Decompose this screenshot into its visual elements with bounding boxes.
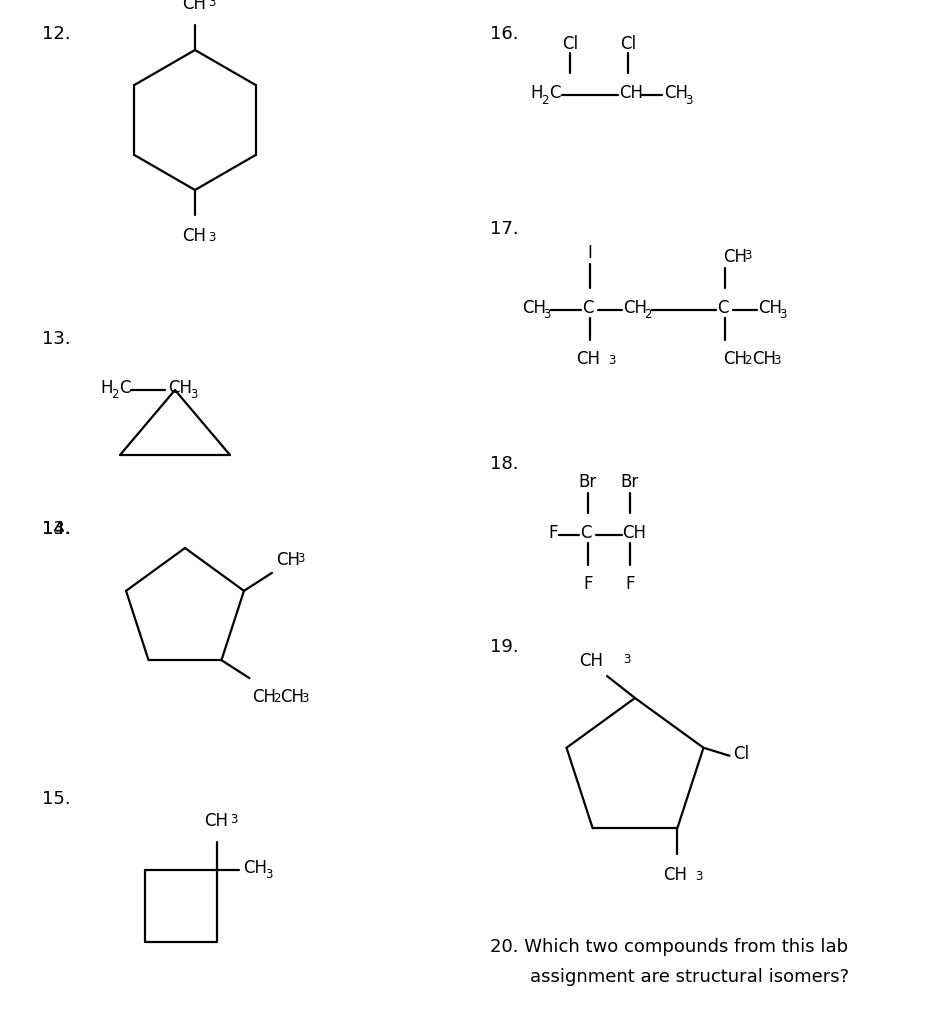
Text: 3: 3 — [230, 813, 238, 826]
Text: 3: 3 — [623, 653, 631, 666]
Text: 3: 3 — [608, 354, 615, 367]
Text: 14.: 14. — [42, 520, 70, 538]
Text: 3: 3 — [773, 354, 781, 367]
Text: CH: CH — [752, 350, 776, 368]
Text: CH: CH — [243, 859, 267, 877]
Text: I: I — [588, 244, 592, 262]
Text: Cl: Cl — [562, 35, 578, 53]
Text: 12.: 12. — [42, 25, 70, 43]
Text: F: F — [583, 575, 592, 593]
Text: 3: 3 — [695, 870, 703, 884]
Text: 3: 3 — [543, 308, 551, 322]
Text: CH: CH — [619, 84, 643, 102]
Text: CH: CH — [758, 299, 782, 317]
Text: CH: CH — [579, 652, 603, 670]
Text: assignment are structural isomers?: assignment are structural isomers? — [530, 968, 849, 986]
Text: C: C — [582, 299, 593, 317]
Text: 3: 3 — [779, 308, 786, 322]
Text: 3: 3 — [685, 93, 692, 106]
Text: CH: CH — [182, 227, 206, 245]
Text: 18.: 18. — [490, 455, 518, 473]
Text: 13.: 13. — [42, 520, 70, 538]
Text: 3: 3 — [265, 867, 272, 881]
Text: 2: 2 — [541, 93, 549, 106]
Text: 14.: 14. — [42, 520, 70, 538]
Text: 3: 3 — [208, 0, 215, 9]
Text: C: C — [580, 524, 592, 542]
Text: 3: 3 — [297, 552, 304, 565]
Text: Br: Br — [621, 473, 639, 490]
Text: C: C — [549, 84, 560, 102]
Text: F: F — [548, 524, 557, 542]
Text: CH: CH — [576, 350, 600, 368]
Text: CH: CH — [281, 688, 304, 707]
Text: C: C — [717, 299, 728, 317]
Text: C: C — [119, 379, 130, 397]
Text: CH: CH — [663, 866, 688, 885]
Text: 13.: 13. — [42, 330, 70, 348]
Text: CH: CH — [182, 0, 206, 13]
Text: Cl: Cl — [620, 35, 636, 53]
Text: 2: 2 — [111, 387, 119, 400]
Text: Br: Br — [579, 473, 597, 490]
Text: CH: CH — [276, 551, 300, 569]
Text: CH: CH — [723, 350, 747, 368]
Text: 19.: 19. — [490, 638, 518, 656]
Text: 16.: 16. — [490, 25, 518, 43]
Text: 2: 2 — [644, 308, 651, 322]
Text: 2: 2 — [274, 692, 281, 706]
Text: CH: CH — [522, 299, 546, 317]
Text: H: H — [530, 84, 542, 102]
Text: H: H — [100, 379, 112, 397]
Text: CH: CH — [252, 688, 277, 707]
Text: 15.: 15. — [42, 790, 70, 808]
Text: CH: CH — [623, 299, 647, 317]
Text: 3: 3 — [190, 387, 198, 400]
Text: CH: CH — [168, 379, 192, 397]
Text: CH: CH — [664, 84, 688, 102]
Text: CH: CH — [204, 812, 228, 830]
Text: 20. Which two compounds from this lab: 20. Which two compounds from this lab — [490, 938, 848, 956]
Text: 2: 2 — [744, 354, 751, 367]
Text: Cl: Cl — [733, 744, 749, 763]
Text: 3: 3 — [744, 249, 751, 262]
Text: F: F — [625, 575, 634, 593]
Text: CH: CH — [723, 248, 747, 266]
Text: 17.: 17. — [490, 220, 518, 238]
Text: 3: 3 — [301, 692, 309, 706]
Text: CH: CH — [622, 524, 646, 542]
Text: 3: 3 — [208, 231, 215, 244]
